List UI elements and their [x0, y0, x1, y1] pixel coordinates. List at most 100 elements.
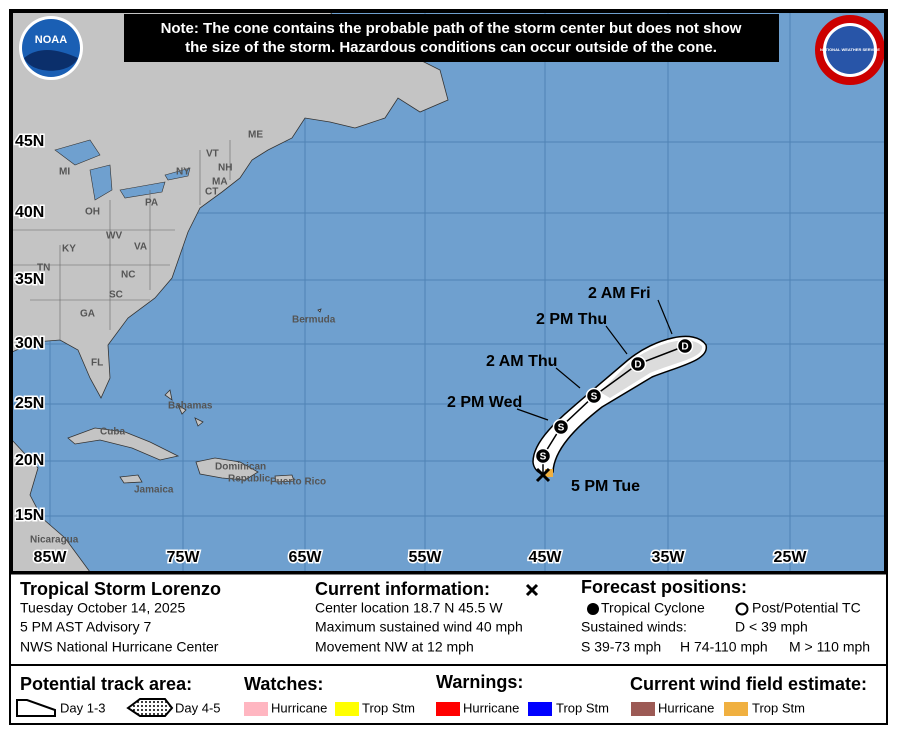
time-label: 2 PM Wed [447, 394, 522, 411]
lon-label: 55W [409, 549, 443, 566]
legend-title: Current wind field estimate: [630, 674, 867, 694]
storm-name: Tropical Storm Lorenzo [20, 579, 221, 599]
legend-item: Day 4-5 [175, 700, 221, 715]
lat-label: 30N [15, 335, 44, 352]
place-label: NC [121, 270, 135, 281]
place-labels: ME VT NH MI NY MA CT PA OH WV VA KY TN N… [30, 130, 336, 546]
place-label: MA [212, 177, 228, 188]
lon-label: 45W [529, 549, 563, 566]
cuba [67, 427, 180, 461]
date: Tuesday October 14, 2025 [20, 600, 185, 616]
lon-label: 65W [289, 549, 323, 566]
place-label: TN [37, 263, 50, 274]
hispaniola [195, 457, 259, 481]
point-symbol: D [681, 342, 688, 353]
place-label: CT [205, 187, 218, 198]
place-label: VT [206, 149, 219, 160]
forecast-points: S S 2 PM Wed S 2 AM Thu D 2 PM Thu D 2 AM Fri [447, 285, 694, 465]
wind: Maximum sustained wind 40 mph [315, 619, 523, 635]
logo-text: NOAA [35, 34, 67, 46]
swatch [528, 702, 552, 716]
lat-label: 25N [15, 395, 44, 412]
note-box [124, 14, 779, 62]
place-label: KY [62, 244, 76, 255]
leader-line [516, 408, 549, 421]
puerto-rico [274, 474, 295, 483]
place-label: OH [85, 207, 100, 218]
place-label: FL [91, 358, 103, 369]
forecast-point [629, 355, 647, 373]
place-label: Cuba [100, 427, 125, 438]
forecast-point [676, 337, 694, 355]
x-symbol [525, 583, 539, 597]
legend-item: Day 1-3 [60, 700, 106, 715]
time-label: 2 AM Thu [486, 353, 557, 370]
lon-label: 25W [774, 549, 808, 566]
point-symbol: S [540, 452, 547, 463]
leader-line [555, 367, 581, 389]
wind-field [545, 469, 553, 477]
day13-swatch [16, 699, 56, 717]
nws-logo: NATIONAL WEATHER SERVICE [815, 15, 885, 85]
place-label: Puerto Rico [270, 477, 326, 488]
point-symbol: D [634, 360, 641, 371]
swatch [436, 702, 460, 716]
advisory: 5 PM AST Advisory 7 [20, 619, 151, 635]
current-position [535, 467, 551, 483]
leader-line [605, 325, 628, 355]
place-label: NY [176, 167, 190, 178]
m-wind: M > 110 mph [789, 639, 870, 655]
forecast-title: Forecast positions: [581, 577, 747, 597]
lon-label: 85W [34, 549, 68, 566]
legend-title: Potential track area: [20, 674, 192, 694]
noaa-logo: NOAA [19, 16, 83, 80]
north-america [11, 11, 449, 399]
s-wind: S 39-73 mph [581, 639, 661, 655]
legend-item: Hurricane [271, 700, 327, 715]
lat-label: 20N [15, 452, 44, 469]
place-label: VA [134, 242, 147, 253]
bermuda [317, 308, 322, 313]
h-wind: H 74-110 mph [680, 639, 768, 655]
place-label: NH [218, 163, 232, 174]
forecast-point [585, 387, 603, 405]
great-lakes [54, 139, 191, 201]
place-label: Dominican [215, 462, 266, 473]
place-label: ME [248, 130, 263, 141]
legend-title: Warnings: [436, 672, 523, 692]
legend-item: Hurricane [658, 700, 714, 715]
ptc-symbol [735, 602, 749, 616]
legend-item: Hurricane [463, 700, 519, 715]
tc-symbol [587, 603, 599, 615]
track: 5 PM Tue S S 2 PM Wed S 2 AM Thu D 2 PM Thu D 2 … [447, 285, 694, 495]
place-label: Bermuda [292, 315, 336, 326]
swatch [244, 702, 268, 716]
place-label: Bahamas [168, 401, 213, 412]
time-label: 2 PM Thu [536, 311, 607, 328]
place-label: Nicaragua [30, 535, 79, 546]
place-label: MI [59, 167, 70, 178]
time-label: 5 PM Tue [571, 478, 640, 495]
place-label: Republic [228, 474, 271, 485]
place-label: PA [145, 198, 158, 209]
legend-title: Watches: [244, 674, 323, 694]
location: Center location 18.7 N 45.5 W [315, 600, 503, 616]
current-title: Current information: [315, 579, 490, 599]
legend: Potential track area: Day 1-3 Day 4-5 Wa… [16, 672, 867, 717]
forecast-point [552, 418, 570, 436]
legend-item: Trop Stm [556, 700, 609, 715]
swatch [335, 702, 359, 716]
swatch [631, 702, 655, 716]
place-label: WV [106, 231, 122, 242]
sustained: Sustained winds: [581, 619, 687, 635]
lon-label: 35W [652, 549, 686, 566]
lat-label: 45N [15, 133, 44, 150]
coordinate-labels: 45N 40N 35N 30N 25N 20N 15N 85W 75W 65W … [14, 132, 809, 568]
legend-item: Trop Stm [362, 700, 415, 715]
post: Post/Potential TC [752, 600, 861, 616]
place-label: Jamaica [134, 485, 174, 496]
info-panel: Tropical Storm Lorenzo Tuesday October 1… [10, 571, 887, 666]
map: ME VT NH MI NY MA CT PA OH WV VA KY TN N… [11, 11, 886, 573]
note: Note: The cone contains the probable pat… [161, 20, 742, 37]
